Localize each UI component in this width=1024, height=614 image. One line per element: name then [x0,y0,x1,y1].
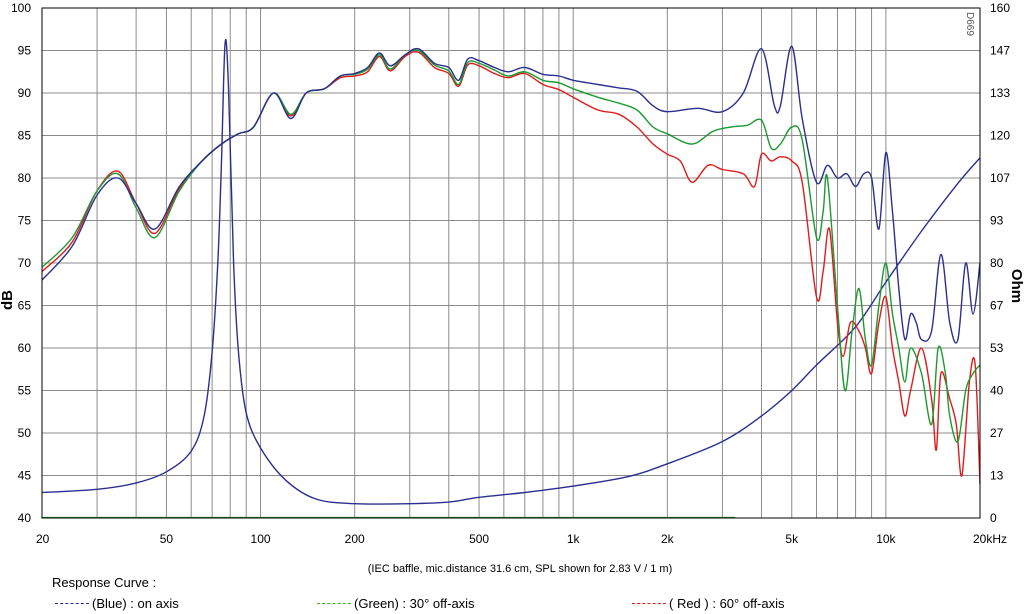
legend-swatch-red [632,603,666,604]
x-tick-label: 1k [567,532,581,546]
impedance-curve [41,38,981,505]
y-tick-label: 55 [18,384,32,398]
y2-tick-label: 80 [990,256,1004,270]
y-tick-label: 70 [18,256,32,270]
x-tick-label: 200 [345,532,365,546]
y2-tick-label: 120 [990,129,1010,143]
legend-item-red: ( Red ) : 60° off-axis [632,596,785,611]
series-line-green [41,49,981,443]
plot-series [41,38,981,519]
y-tick-label: 85 [18,129,32,143]
legend-title: Response Curve : [52,575,157,590]
y2-tick-label: 107 [990,171,1010,185]
y2-tick-label: 27 [990,426,1004,440]
x-tick-label: 100 [251,532,271,546]
y2-tick-label: 147 [990,44,1010,58]
plot-grid [42,8,980,518]
legend-item-blue: (Blue) : on axis [55,596,179,611]
y-tick-label: 65 [18,299,32,313]
x-tick-label: 2k [661,532,675,546]
y2-tick-label: 0 [990,511,997,525]
y-tick-label: 95 [18,44,32,58]
legend-swatch-blue [55,603,89,604]
y2-tick-label: 13 [990,469,1004,483]
legend-label-blue: (Blue) : on axis [92,596,179,611]
series-line-red [41,50,981,485]
y-tick-label: 90 [18,86,32,100]
x-tick-label: 20kHz [973,532,1007,546]
legend-item-green: (Green) : 30° off-axis [317,596,475,611]
legend-label-red: ( Red ) : 60° off-axis [669,596,785,611]
x-tick-label: 5k [785,532,799,546]
y2-axis-title: Ohm [1008,269,1024,303]
x-tick-label: 20 [36,532,50,546]
measurement-caption: (IEC baffle, mic.distance 31.6 cm, SPL s… [367,563,673,575]
x-tick-label: 50 [160,532,174,546]
series-line-blue [41,45,981,344]
y-tick-label: 45 [18,469,32,483]
measurement-stamp: D669 [964,12,975,36]
y2-tick-label: 133 [990,86,1010,100]
y-axis-title: dB [0,290,16,310]
y-tick-label: 60 [18,341,32,355]
y-tick-label: 75 [18,214,32,228]
x-tick-label: 10k [876,532,896,546]
y2-tick-label: 53 [990,341,1004,355]
y2-tick-label: 40 [990,384,1004,398]
legend-label-green: (Green) : 30° off-axis [354,596,475,611]
plot-frame [41,7,981,519]
y-tick-label: 50 [18,426,32,440]
axis-labels: 20 50 100 200 500 1k 2k 5k 10k 20kHz 40 45 50 55 60 65 7… [11,1,1010,546]
y-tick-label: 40 [18,511,32,525]
legend-swatch-green [317,603,351,604]
y2-tick-label: 160 [990,1,1010,15]
x-tick-label: 500 [469,532,489,546]
y2-tick-label: 67 [990,299,1004,313]
y-tick-label: 100 [11,1,31,15]
y2-tick-label: 93 [990,214,1004,228]
y-tick-label: 80 [18,171,32,185]
